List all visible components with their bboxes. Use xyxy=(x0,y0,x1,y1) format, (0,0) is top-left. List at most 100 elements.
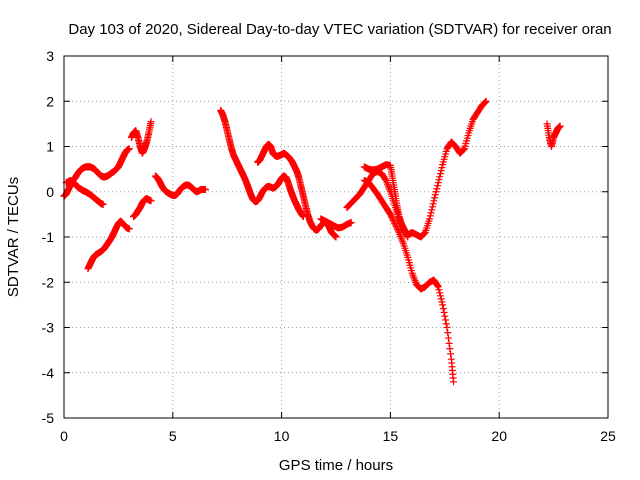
data-point-marker xyxy=(443,324,451,331)
data-point-marker xyxy=(426,215,434,223)
data-point-marker xyxy=(386,210,394,218)
x-tick-label: 5 xyxy=(169,428,177,444)
data-point-marker xyxy=(428,203,436,211)
x-tick-label: 15 xyxy=(383,428,399,444)
series-sat-track-1 xyxy=(60,145,133,200)
y-tick-label: 0 xyxy=(46,184,54,200)
data-point-marker xyxy=(404,233,412,241)
data-point-marker xyxy=(394,225,402,233)
data-point-marker xyxy=(444,334,452,342)
y-tick-label: -2 xyxy=(42,274,55,290)
data-point-marker xyxy=(556,122,564,130)
data-point-marker xyxy=(447,350,455,358)
data-point-marker xyxy=(439,301,447,309)
data-point-marker xyxy=(431,194,439,202)
series-sat-track-2 xyxy=(62,176,107,208)
data-point-marker xyxy=(389,215,397,223)
data-point-marker xyxy=(431,191,439,199)
data-point-marker xyxy=(428,206,436,214)
data-point-marker xyxy=(434,282,442,290)
series-sat-track-11 xyxy=(360,161,412,241)
y-tick-label: -5 xyxy=(42,410,55,426)
data-point-marker xyxy=(390,218,398,226)
data-point-marker xyxy=(147,118,155,126)
data-point-marker xyxy=(420,229,428,237)
y-tick-label: 3 xyxy=(46,48,54,64)
data-point-marker xyxy=(436,292,444,300)
data-point-marker xyxy=(460,146,468,154)
x-tick-label: 10 xyxy=(274,428,290,444)
data-point-marker xyxy=(420,230,428,238)
series-sat-track-4 xyxy=(127,118,155,157)
data-point-marker xyxy=(442,320,450,328)
data-point-marker xyxy=(436,289,444,297)
data-point-marker xyxy=(438,164,446,172)
data-point-marker xyxy=(394,227,402,235)
y-axis-label: SDTVAR / TECUs xyxy=(5,177,22,297)
data-point-marker xyxy=(442,316,450,324)
x-tick-labels: 0 5 10 15 20 25 xyxy=(60,428,616,444)
x-tick-label: 20 xyxy=(491,428,507,444)
plot-frame xyxy=(63,55,609,419)
data-point-marker xyxy=(432,188,440,196)
data-point-marker xyxy=(389,216,397,224)
data-point-marker xyxy=(437,167,445,175)
data-point-marker xyxy=(440,308,448,316)
data-point-marker xyxy=(393,224,401,232)
data-point-marker xyxy=(445,339,453,347)
y-tick-label: -1 xyxy=(42,229,55,245)
data-point-marker xyxy=(387,212,395,220)
data-point-marker xyxy=(435,176,443,184)
series-sat-track-5 xyxy=(130,195,155,221)
data-point-marker xyxy=(201,185,209,193)
series-sat-track-10 xyxy=(343,97,490,241)
data-point-marker xyxy=(427,209,435,217)
data-point-marker xyxy=(450,378,458,386)
series-sat-track-8 xyxy=(254,140,340,241)
data-point-marker xyxy=(434,283,442,291)
data-point-marker xyxy=(444,329,452,337)
data-point-marker xyxy=(481,99,489,107)
series-sat-track-7 xyxy=(217,106,307,221)
data-point-marker xyxy=(438,298,446,306)
data-point-marker xyxy=(433,185,441,193)
y-tick-label: -3 xyxy=(42,320,55,336)
data-point-marker xyxy=(125,225,133,233)
y-tick-labels: -5 -4 -3 -2 -1 0 1 2 3 xyxy=(42,48,55,426)
data-point-marker xyxy=(436,173,444,181)
data-point-marker xyxy=(481,98,489,106)
data-point-marker xyxy=(392,222,400,230)
data-point-marker xyxy=(147,197,155,205)
y-tick-label: 1 xyxy=(46,139,54,155)
data-point-marker xyxy=(439,305,447,313)
y-tick-label: -4 xyxy=(42,365,55,381)
series-sat-track-6 xyxy=(151,172,209,199)
data-point-marker xyxy=(429,200,437,208)
data-point-marker xyxy=(332,233,340,241)
data-point-marker xyxy=(391,219,399,227)
data-point-marker xyxy=(441,312,449,320)
data-point-marker xyxy=(99,200,107,208)
data-point-marker xyxy=(347,219,355,227)
chart-title: Day 103 of 2020, Sidereal Day-to-day VTE… xyxy=(68,21,611,38)
series-sat-track-9 xyxy=(317,215,355,232)
data-point-marker xyxy=(426,212,434,220)
data-point-marker xyxy=(436,170,444,178)
data-point-marker xyxy=(435,286,443,294)
data-point-marker xyxy=(437,295,445,303)
data-point-marker xyxy=(381,175,389,183)
series-sat-track-12 xyxy=(360,176,458,386)
data-point-marker xyxy=(388,213,396,221)
data-point-marker xyxy=(446,345,454,353)
data-point-marker xyxy=(430,197,438,205)
x-axis-label: GPS time / hours xyxy=(279,457,393,474)
data-point-marker xyxy=(434,179,442,187)
x-tick-label: 0 xyxy=(60,428,68,444)
data-point-marker xyxy=(482,97,490,105)
data-point-marker xyxy=(125,145,133,153)
x-tick-label: 25 xyxy=(600,428,616,444)
series-sat-track-13 xyxy=(543,120,564,150)
data-point-marker xyxy=(434,182,442,190)
data-point-marker xyxy=(391,221,399,229)
